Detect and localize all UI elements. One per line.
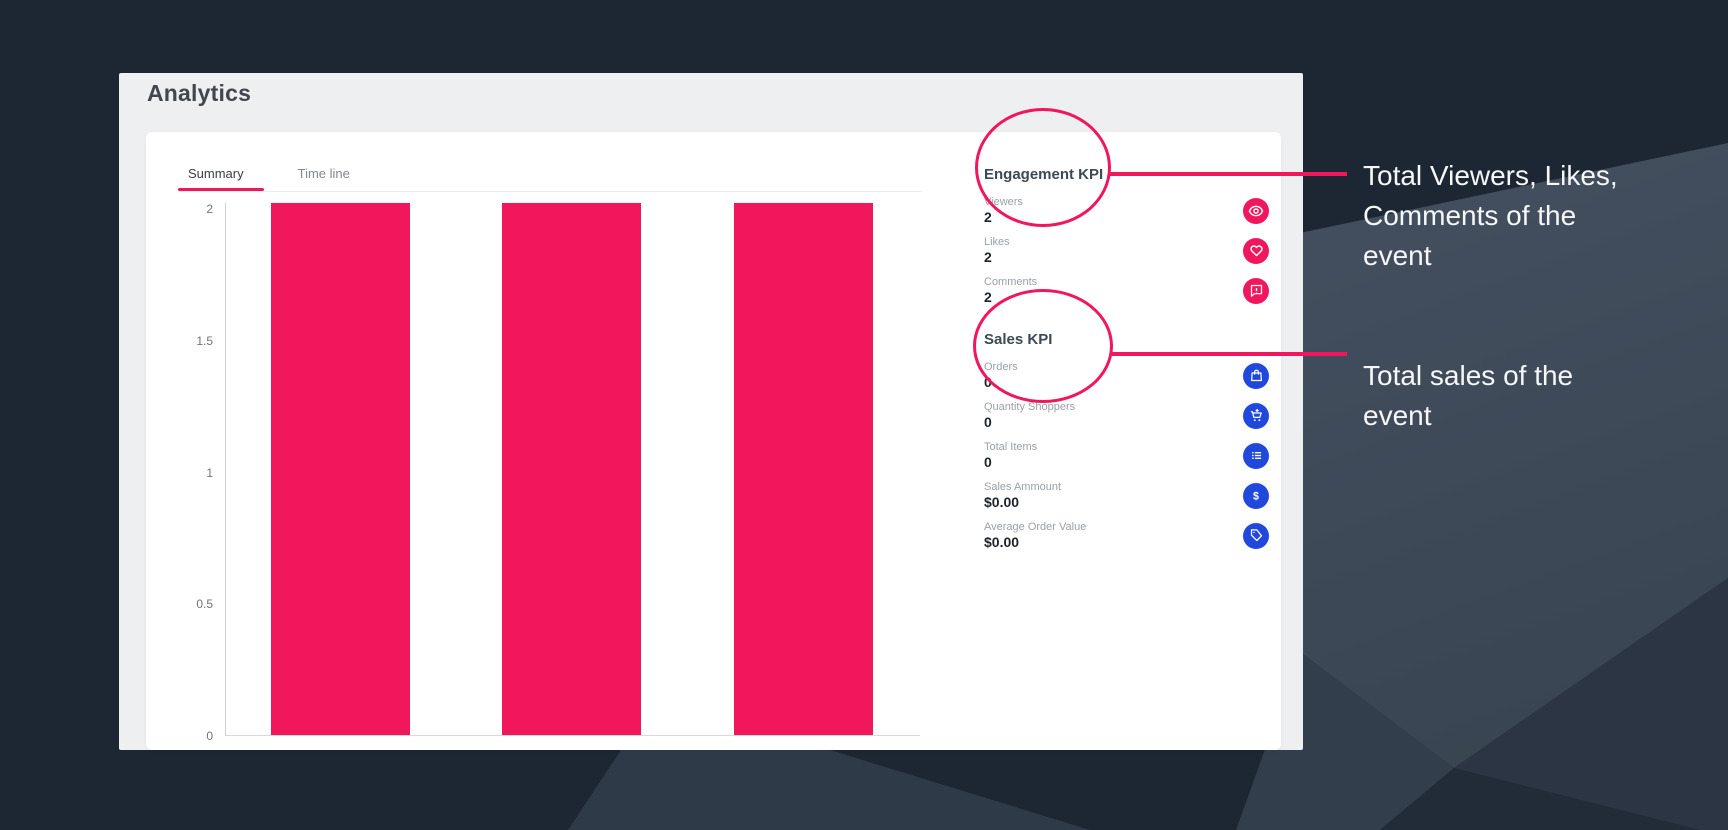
y-tick: 1.5 (196, 334, 213, 348)
chart-bar (502, 203, 641, 735)
kpi-value: 0 (984, 414, 992, 430)
chart-bar (734, 203, 873, 735)
kpi-value: $0.00 (984, 494, 1020, 510)
kpi-value: 2 (984, 289, 992, 305)
heart-icon (1243, 237, 1269, 264)
kpi-value: 2 (984, 209, 992, 225)
y-tick: 2 (206, 202, 213, 216)
analytics-card: Summary Time line 2 1.5 1 0.5 0 Engageme… (146, 132, 1281, 750)
svg-text:$: $ (1253, 490, 1259, 502)
y-axis: 2 1.5 1 0.5 0 (178, 202, 213, 756)
sales-annotation-text: Total sales of the event (1363, 356, 1573, 436)
y-tick: 0 (206, 729, 213, 743)
dollar-icon: $ (1243, 482, 1269, 509)
shopping-bag-icon (1243, 362, 1269, 389)
annotation-line: Total sales of the (1363, 360, 1574, 391)
kpi-row-sales-ammount: Sales Ammount $0.00 $ (984, 481, 1269, 510)
tab-timeline[interactable]: Time line (297, 166, 350, 181)
active-tab-indicator (178, 188, 264, 191)
kpi-row-comments: Comments 2 (984, 276, 1269, 305)
kpi-value: $0.00 (984, 534, 1020, 550)
annotation-line: Total Viewers, Likes, (1363, 160, 1618, 191)
tab-bar: Summary Time line (178, 160, 360, 190)
page-title: Analytics (147, 80, 252, 106)
comment-icon (1243, 277, 1269, 304)
price-tag-icon (1243, 522, 1269, 549)
kpi-value: 2 (984, 249, 992, 265)
annotation-line: event (1363, 240, 1432, 271)
chart-bar (271, 203, 410, 735)
engagement-kpi-annotation-circle (975, 108, 1111, 227)
annotation-line: event (1363, 400, 1432, 431)
annotation-connector-line (1110, 172, 1347, 176)
kpi-label: Quantity Shoppers (984, 401, 1076, 413)
y-tick: 1 (206, 466, 213, 480)
plot-area (225, 203, 920, 736)
kpi-row-quantity-shoppers: Quantity Shoppers 0 (984, 401, 1269, 430)
kpi-label: Average Order Value (984, 521, 1087, 533)
kpi-row-likes: Likes 2 (984, 236, 1269, 265)
annotation-connector-line (1112, 352, 1347, 356)
kpi-label: Total Items (984, 441, 1038, 453)
list-icon (1243, 442, 1269, 469)
analytics-panel: Analytics Summary Time line 2 1.5 1 0.5 … (119, 73, 1303, 750)
tab-summary[interactable]: Summary (188, 166, 244, 181)
kpi-row-average-order-value: Average Order Value $0.00 (984, 521, 1269, 550)
engagement-annotation-text: Total Viewers, Likes, Comments of the ev… (1363, 156, 1618, 276)
kpi-row-total-items: Total Items 0 (984, 441, 1269, 470)
kpi-label: Likes (984, 236, 1010, 248)
kpi-label: Sales Ammount (984, 481, 1062, 493)
kpi-value: 0 (984, 454, 992, 470)
tab-divider (178, 191, 922, 192)
sales-kpi-annotation-circle (973, 289, 1113, 403)
add-cart-icon (1243, 402, 1269, 429)
annotation-line: Comments of the (1363, 200, 1577, 231)
y-tick: 0.5 (196, 597, 213, 611)
kpi-label: Comments (984, 276, 1038, 288)
bar-chart: 2 1.5 1 0.5 0 (178, 202, 922, 756)
eye-icon (1243, 197, 1269, 224)
